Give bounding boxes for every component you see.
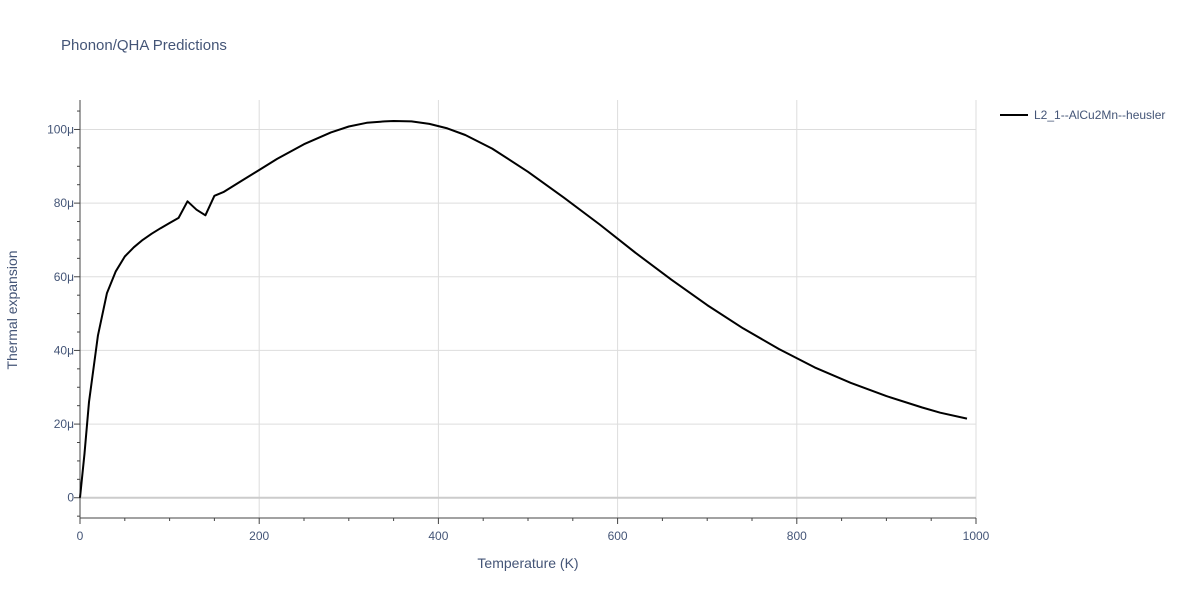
y-tick-label: 100μ bbox=[47, 122, 74, 136]
y-tick-label: 80μ bbox=[54, 196, 74, 210]
axes bbox=[79, 100, 976, 519]
chart-title: Phonon/QHA Predictions bbox=[61, 37, 227, 54]
grid-lines bbox=[80, 100, 977, 518]
x-axis-title: Temperature (K) bbox=[477, 555, 578, 571]
y-tick-label: 40μ bbox=[54, 343, 74, 357]
legend[interactable]: L2_1--AlCu2Mn--heusler bbox=[1000, 108, 1165, 122]
plot-area bbox=[79, 120, 968, 498]
x-tick-label: 400 bbox=[428, 529, 448, 543]
y-axis-title: Thermal expansion bbox=[4, 250, 20, 369]
y-tick-label: 0 bbox=[67, 491, 74, 505]
legend-label: L2_1--AlCu2Mn--heusler bbox=[1034, 108, 1165, 122]
x-axis-ticks: 0 200 400 600 800 1000 bbox=[77, 518, 990, 543]
x-tick-label: 200 bbox=[249, 529, 269, 543]
y-axis-ticks: 0 20μ 40μ 60μ 80μ 100μ bbox=[47, 110, 80, 517]
y-tick-label: 20μ bbox=[54, 417, 74, 431]
x-tick-label: 1000 bbox=[963, 529, 990, 543]
series-line[interactable] bbox=[79, 120, 968, 498]
x-tick-label: 0 bbox=[77, 529, 84, 543]
x-tick-label: 800 bbox=[787, 529, 807, 543]
y-tick-label: 60μ bbox=[54, 270, 74, 284]
x-tick-label: 600 bbox=[608, 529, 628, 543]
